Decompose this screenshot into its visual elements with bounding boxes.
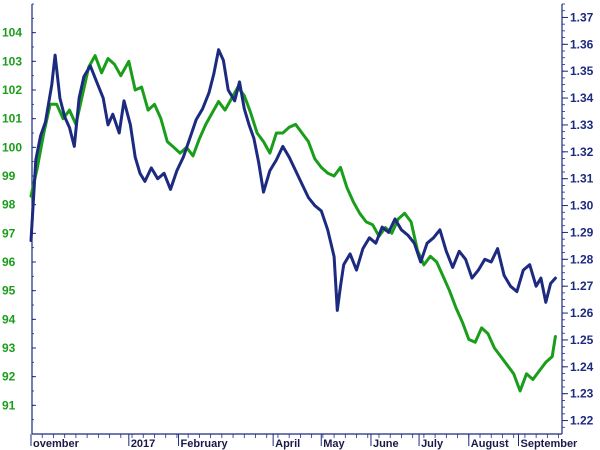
right-tick-label: 1.29 <box>570 225 594 239</box>
x-tick-label: April <box>275 438 300 450</box>
right-tick-label: 1.36 <box>570 37 594 51</box>
plot-area <box>29 48 557 393</box>
right-tick-label: 1.23 <box>570 387 594 401</box>
left-tick-label: 94 <box>2 312 16 326</box>
x-tick-label: February <box>181 438 229 450</box>
series-line-right-axis <box>29 48 557 312</box>
left-tick-label: 95 <box>2 284 16 298</box>
right-tick-label: 1.31 <box>570 172 594 186</box>
right-tick-label: 1.37 <box>570 10 594 24</box>
right-tick-label: 1.33 <box>570 118 594 132</box>
left-tick-label: 103 <box>2 54 22 68</box>
left-tick-label: 93 <box>2 341 16 355</box>
right-y-axis: 1.22 1.23 1.24 1.25 1.26 1.27 1.28 1.29 1.30 1.31… <box>561 3 594 434</box>
left-tick-label: 100 <box>2 140 22 154</box>
left-tick-label: 96 <box>2 255 16 269</box>
x-tick-label: July <box>421 438 444 450</box>
x-tick-label: September <box>520 438 578 450</box>
right-tick-label: 1.26 <box>570 306 594 320</box>
left-tick-label: 98 <box>2 198 16 212</box>
right-tick-label: 1.27 <box>570 279 594 293</box>
right-tick-label: 1.28 <box>570 252 594 266</box>
x-tick-label: June <box>373 438 399 450</box>
left-tick-label: 91 <box>2 398 16 412</box>
right-tick-label: 1.30 <box>570 199 594 213</box>
left-tick-label: 97 <box>2 226 16 240</box>
right-tick-label: 1.32 <box>570 145 594 159</box>
x-tick-label: ovember <box>33 438 80 450</box>
right-tick-label: 1.24 <box>570 360 594 374</box>
left-tick-label: 102 <box>2 83 22 97</box>
x-tick-label: May <box>323 438 345 450</box>
left-tick-label: 92 <box>2 370 16 384</box>
x-tick-label: 2017 <box>131 438 155 450</box>
x-tick-label: August <box>471 438 509 450</box>
right-tick-label: 1.22 <box>570 414 594 428</box>
left-tick-label: 99 <box>2 169 16 183</box>
right-tick-label: 1.35 <box>570 64 594 78</box>
right-tick-label: 1.34 <box>570 91 594 105</box>
left-tick-label: 101 <box>2 112 22 126</box>
left-tick-label: 104 <box>2 26 22 40</box>
series-line-left-axis <box>29 54 557 393</box>
right-tick-label: 1.25 <box>570 333 594 347</box>
x-axis: ovember 2017 February April May June July Augus… <box>30 433 578 450</box>
